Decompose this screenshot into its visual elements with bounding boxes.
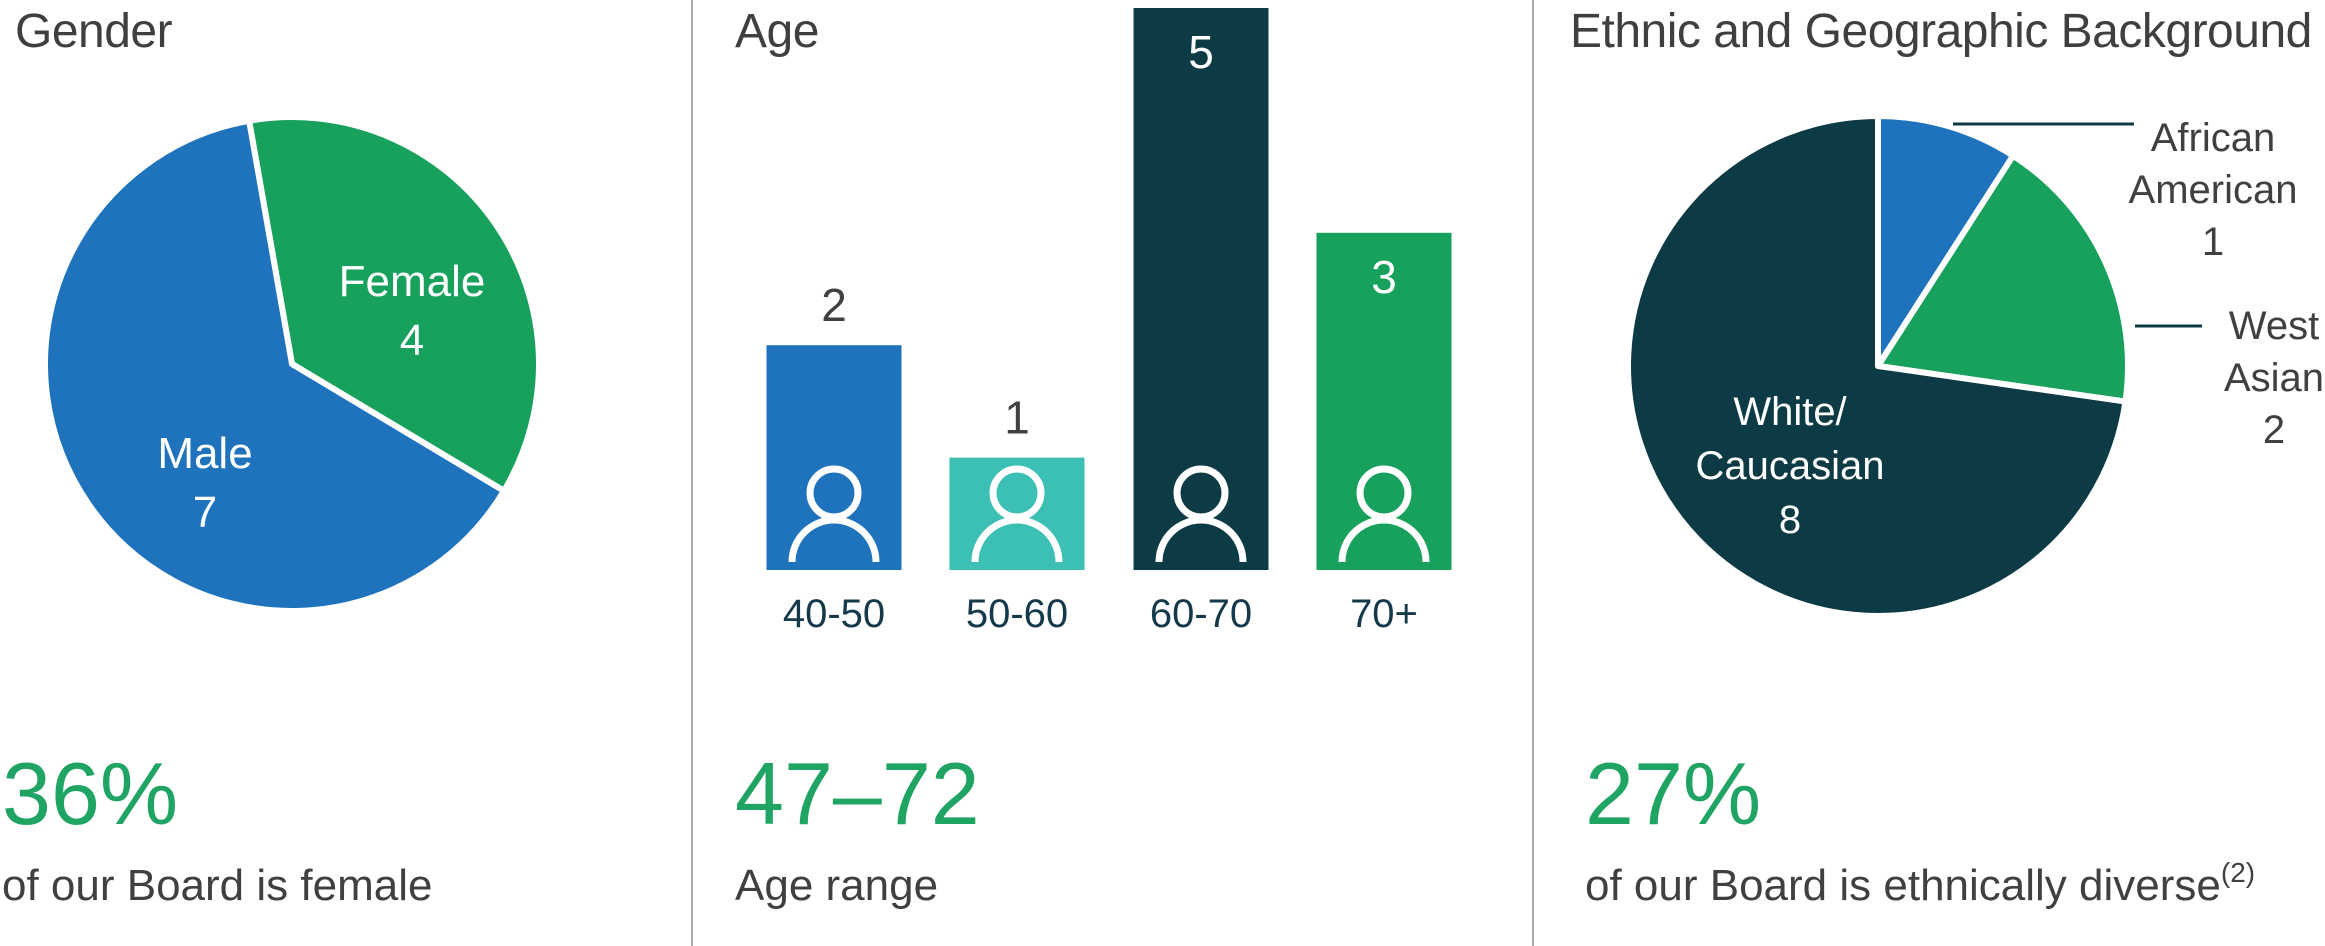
pie-slice-white-caucasian <box>1625 113 2129 619</box>
ethnic-panel-title: Ethnic and Geographic Background <box>1570 5 2312 58</box>
bar-value-label-60-70: 5 <box>1188 26 1214 78</box>
gender-panel-title: Gender <box>15 5 173 58</box>
age-stat-caption: Age range <box>735 861 939 910</box>
pie-slice-label-white-caucasian: White/ <box>1733 390 1847 434</box>
pie-slice-label-male: 7 <box>193 488 217 537</box>
ethnic-stat-caption-text: of our Board is ethnically diverse <box>1585 861 2221 910</box>
ethnic-stat-value: 27% <box>1585 744 1762 843</box>
callout-value: 2 <box>2262 408 2286 452</box>
person-icon <box>971 465 1063 563</box>
callout-line: Asian <box>2223 356 2325 400</box>
ethnic-stat-caption: of our Board is ethnically diverse(2) <box>1585 857 2255 910</box>
bar-value-label-50-60: 1 <box>1004 392 1030 444</box>
axis-label-70plus: 70+ <box>1350 592 1418 636</box>
pie-slice-african-american <box>1875 113 2017 369</box>
bar-value-label-40-50: 2 <box>821 279 847 331</box>
callout-line: American <box>2128 168 2298 212</box>
person-icon <box>1155 465 1247 563</box>
pie-slice-label-female: 4 <box>400 316 424 365</box>
african-american-callout: African American 1 <box>2120 112 2306 268</box>
bar-value-label-70plus: 3 <box>1371 251 1397 303</box>
callout-value: 1 <box>2201 220 2225 264</box>
callout-line: West <box>2228 304 2320 348</box>
bar-60-70 <box>1133 8 1269 570</box>
west-asian-callout: West Asian 2 <box>2195 300 2325 456</box>
axis-label-60-70: 60-70 <box>1150 592 1252 636</box>
pie-slice-label-white-caucasian: 8 <box>1779 498 1801 542</box>
person-icon <box>1338 465 1430 563</box>
pie-slice-female <box>246 114 542 494</box>
bar-40-50 <box>766 345 902 570</box>
callout-line: African <box>2150 116 2276 160</box>
person-icon <box>788 465 880 563</box>
pie-slice-label-white-caucasian: Caucasian <box>1695 444 1884 488</box>
panel-divider-1 <box>691 0 693 946</box>
age-panel-title: Age <box>735 5 819 58</box>
axis-label-40-50: 40-50 <box>783 592 885 636</box>
panel-divider-2 <box>1532 0 1534 946</box>
pie-slice-male <box>42 117 507 614</box>
pie-slice-label-female: Female <box>339 257 486 306</box>
gender-stat-caption: of our Board is female <box>2 861 433 910</box>
pie-slice-west-asian <box>1875 152 2131 405</box>
age-stat-value: 47–72 <box>735 744 980 843</box>
footnote-marker: (2) <box>2220 857 2256 888</box>
axis-label-50-60: 50-60 <box>966 592 1068 636</box>
gender-stat-value: 36% <box>2 744 179 843</box>
pie-slice-label-male: Male <box>157 429 252 478</box>
